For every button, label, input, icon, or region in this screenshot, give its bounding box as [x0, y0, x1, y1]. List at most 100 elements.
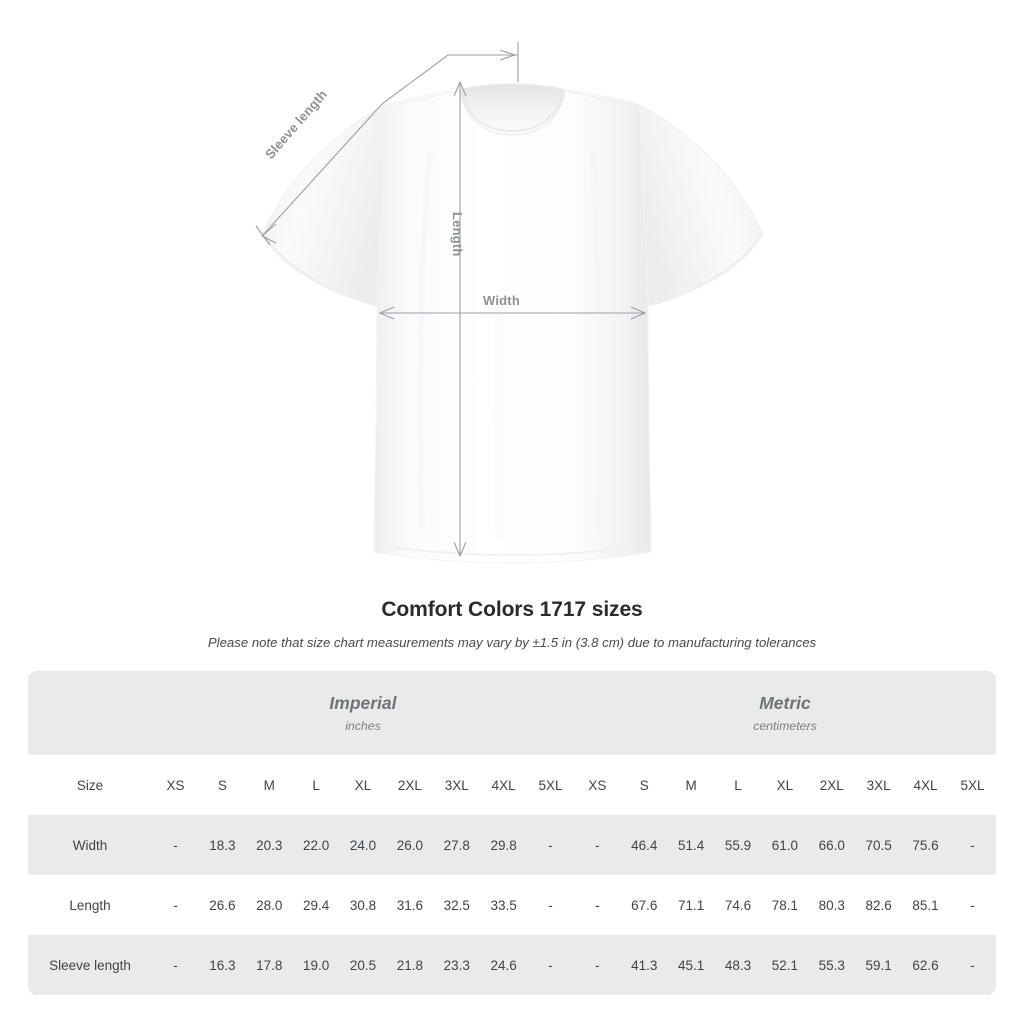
- title-block: Comfort Colors 1717 sizes Please note th…: [0, 596, 1024, 652]
- unit-header-row: Imperial inches Metric centimeters: [28, 671, 996, 755]
- unit-name: Metric: [759, 692, 811, 713]
- size-chart-table: Imperial inches Metric centimeters Size XS S M L…: [28, 671, 996, 995]
- tshirt-illustration: [255, 42, 764, 564]
- unit-header-metric: Metric centimeters: [573, 671, 996, 755]
- measurement-cell: 82.6: [855, 875, 903, 935]
- measurement-cell: 66.0: [808, 815, 856, 875]
- measurement-cell: 24.0: [339, 815, 387, 875]
- size-column-header: XS: [152, 755, 199, 815]
- measurement-cell: 27.8: [433, 815, 481, 875]
- size-header-row: Size XS S M L XL 2XL 3XL 4XL 5XL XS S M L XL 2XL 3XL 4XL 5…: [28, 755, 996, 815]
- size-header-label: Size: [28, 755, 153, 815]
- size-chart-table-wrap: Imperial inches Metric centimeters Size XS S M L…: [28, 671, 996, 995]
- length-dimension: [453, 80, 467, 558]
- measurement-cell: -: [948, 875, 996, 935]
- measurement-cell: 20.3: [245, 815, 293, 875]
- measurement-cell: 20.5: [339, 935, 387, 995]
- measurement-cell: 85.1: [902, 875, 949, 935]
- width-label: Width: [483, 293, 520, 308]
- page-title: Comfort Colors 1717 sizes: [381, 598, 643, 621]
- size-column-header: 5XL: [948, 755, 996, 815]
- size-column-header: M: [245, 755, 293, 815]
- size-column-header: L: [714, 755, 762, 815]
- size-column-header: M: [667, 755, 715, 815]
- measurement-cell: 17.8: [245, 935, 293, 995]
- measurement-cell: 46.4: [620, 815, 668, 875]
- size-column-header: 4XL: [902, 755, 949, 815]
- measurement-cell: 21.8: [386, 935, 434, 995]
- measurement-cell: 32.5: [433, 875, 481, 935]
- table-row: Width -18.3 20.3 22.0 24.0 26.0 27.8 29.8- -46.4…: [28, 815, 996, 875]
- measurement-cell: 26.6: [198, 875, 246, 935]
- measurement-cell: 22.0: [292, 815, 340, 875]
- measurement-cell: -: [527, 875, 574, 935]
- size-column-header: XS: [573, 755, 621, 815]
- measurement-cell: 75.6: [902, 815, 949, 875]
- measurement-cell: 33.5: [480, 875, 528, 935]
- measurement-cell: 23.3: [433, 935, 481, 995]
- measurement-cell: 24.6: [480, 935, 528, 995]
- measurement-cell: 71.1: [667, 875, 715, 935]
- table-row: Length -26.6 28.0 29.4 30.8 31.6 32.5 33.5- -67.…: [28, 875, 996, 935]
- tshirt-measurement-diagram: Sleeve length Length Width: [255, 42, 764, 564]
- measurement-cell: -: [527, 815, 574, 875]
- measurement-cell: -: [573, 815, 621, 875]
- unit-subtitle: inches: [345, 718, 381, 733]
- measurement-cell: 29.4: [292, 875, 340, 935]
- measurement-cell: -: [948, 815, 996, 875]
- size-column-header: 4XL: [480, 755, 528, 815]
- page-subtitle: Please note that size chart measurements…: [207, 635, 817, 650]
- size-column-header: S: [198, 755, 246, 815]
- measurement-cell: 62.6: [902, 935, 949, 995]
- measurement-cell: 55.3: [808, 935, 856, 995]
- tshirt-body-shape: [261, 83, 764, 564]
- measurement-cell: 26.0: [386, 815, 434, 875]
- measurement-cell: 55.9: [714, 815, 762, 875]
- size-column-header: XL: [761, 755, 809, 815]
- measurement-cell: 28.0: [245, 875, 293, 935]
- measurement-cell: -: [152, 815, 199, 875]
- size-column-header: 3XL: [433, 755, 481, 815]
- measurement-cell: 70.5: [855, 815, 903, 875]
- measurement-cell: 67.6: [620, 875, 668, 935]
- size-column-header: S: [620, 755, 668, 815]
- measurement-cell: 59.1: [855, 935, 903, 995]
- measurement-cell: 48.3: [714, 935, 762, 995]
- size-column-header: 2XL: [808, 755, 856, 815]
- measurement-cell: -: [573, 875, 621, 935]
- size-column-header: 2XL: [386, 755, 434, 815]
- unit-header-spacer: [28, 671, 153, 755]
- unit-name: Imperial: [329, 692, 397, 713]
- measurement-cell: 51.4: [667, 815, 715, 875]
- sleeve-length-dimension: [255, 42, 519, 246]
- measurement-cell: 30.8: [339, 875, 387, 935]
- measurement-cell: 18.3: [198, 815, 246, 875]
- measurement-cell: 52.1: [761, 935, 809, 995]
- measurement-cell: -: [948, 935, 996, 995]
- size-column-header: 3XL: [855, 755, 903, 815]
- measurement-cell: 29.8: [480, 815, 528, 875]
- measurement-cell: 41.3: [620, 935, 668, 995]
- size-column-header: L: [292, 755, 340, 815]
- measurement-cell: -: [152, 875, 199, 935]
- measurement-cell: 78.1: [761, 875, 809, 935]
- measurement-cell: -: [527, 935, 574, 995]
- measurement-cell: 74.6: [714, 875, 762, 935]
- row-header-width: Width: [28, 815, 153, 875]
- measurement-cell: 61.0: [761, 815, 809, 875]
- unit-header-imperial: Imperial inches: [152, 671, 574, 755]
- measurement-cell: 45.1: [667, 935, 715, 995]
- size-column-header: 5XL: [527, 755, 574, 815]
- unit-subtitle: centimeters: [753, 718, 817, 733]
- width-dimension: [378, 306, 647, 320]
- measurement-cell: 31.6: [386, 875, 434, 935]
- length-label: Length: [450, 212, 465, 257]
- measurement-cell: 19.0: [292, 935, 340, 995]
- measurement-cell: 16.3: [198, 935, 246, 995]
- measurement-cell: -: [152, 935, 199, 995]
- measurement-cell: 80.3: [808, 875, 856, 935]
- size-column-header: XL: [339, 755, 387, 815]
- row-header-length: Length: [28, 875, 153, 935]
- row-header-sleeve-length: Sleeve length: [28, 935, 153, 995]
- table-row: Sleeve length -16.3 17.8 19.0 20.5 21.8 23.3 24…: [28, 935, 996, 995]
